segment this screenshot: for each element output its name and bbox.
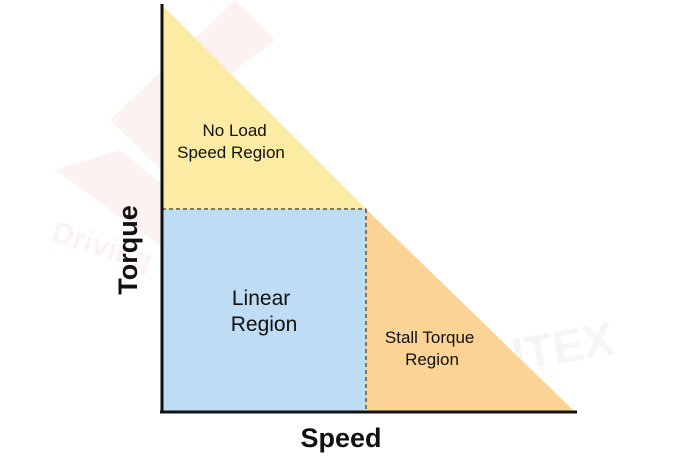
linear-region (162, 209, 366, 412)
no-load-speed-region (162, 5, 366, 209)
linear-label: Linear Region (231, 287, 298, 336)
y-axis-label: Torque (113, 205, 143, 295)
no-load-label: No Load Speed Region (177, 121, 285, 162)
linear-label-line2: Region (231, 313, 298, 336)
no-load-label-line2: Speed Region (177, 143, 285, 162)
linear-label-line1: Linear (232, 287, 290, 310)
no-load-label-line1: No Load (202, 121, 266, 140)
stall-torque-label-line1: Stall Torque (385, 328, 474, 347)
stall-torque-label-line2: Region (405, 350, 459, 369)
stall-torque-region (366, 209, 575, 412)
stall-torque-label: Stall Torque Region (385, 328, 479, 369)
x-axis-label: Speed (300, 423, 381, 453)
